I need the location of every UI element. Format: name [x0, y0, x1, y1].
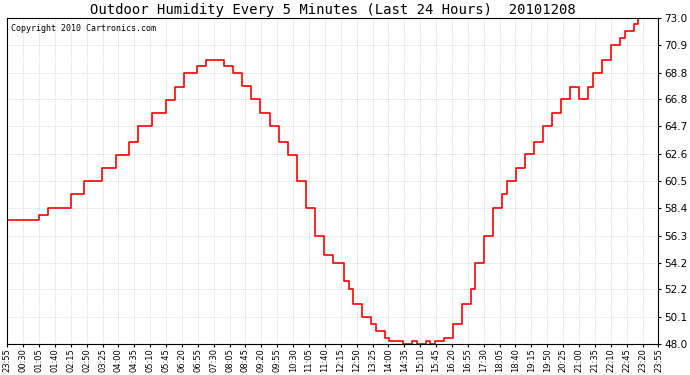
Text: Copyright 2010 Cartronics.com: Copyright 2010 Cartronics.com [10, 24, 155, 33]
Title: Outdoor Humidity Every 5 Minutes (Last 24 Hours)  20101208: Outdoor Humidity Every 5 Minutes (Last 2… [90, 3, 575, 17]
